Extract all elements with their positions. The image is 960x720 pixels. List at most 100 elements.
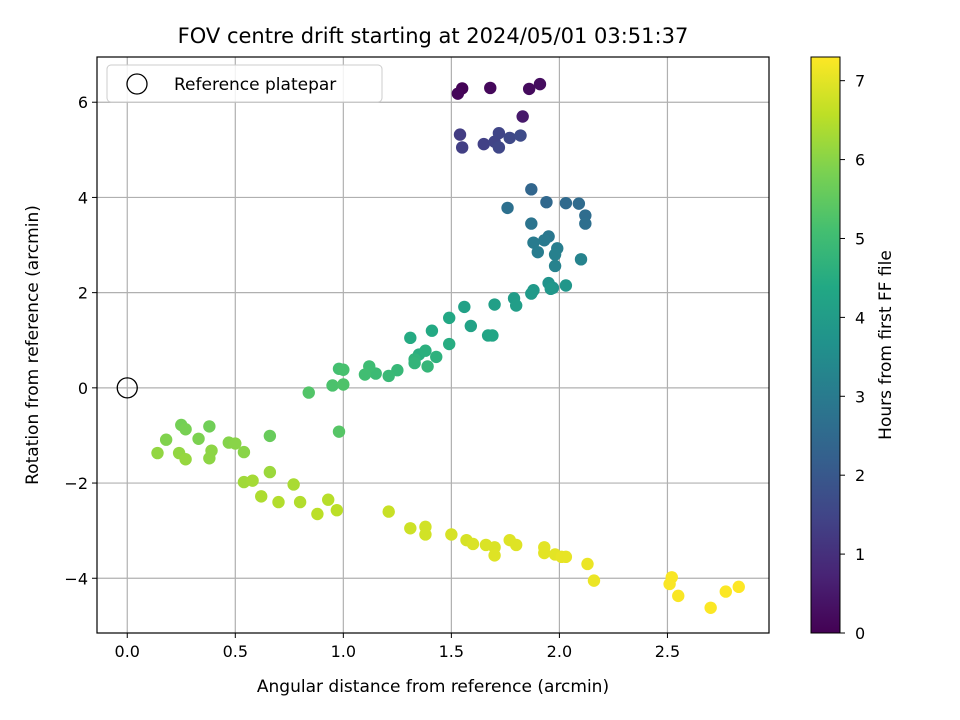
- scatter-point: [503, 131, 516, 145]
- x-tick-label: 1.0: [331, 642, 356, 661]
- scatter-point: [229, 437, 242, 450]
- scatter-point: [522, 82, 536, 96]
- scatter-point: [559, 279, 573, 292]
- chart-title: FOV centre drift starting at 2024/05/01 …: [178, 24, 689, 48]
- colorbar-tick-label: 7: [855, 72, 865, 91]
- x-axis: 0.0 0.5 1.0 1.5 2.0 2.5: [115, 633, 680, 661]
- scatter-point: [330, 503, 344, 517]
- scatter-point: [544, 282, 557, 296]
- scatter-point: [451, 87, 465, 100]
- scatter-point: [263, 429, 277, 443]
- colorbar-tick-label: 1: [855, 545, 865, 564]
- scatter-point: [151, 446, 164, 460]
- scatter-point: [501, 201, 514, 215]
- colorbar-tick-label: 6: [855, 151, 865, 170]
- scatter-point: [358, 368, 372, 381]
- scatter-point: [430, 350, 443, 364]
- scatter-point: [663, 577, 676, 591]
- x-tick-label: 2.0: [547, 642, 572, 661]
- scatter-point: [540, 195, 553, 209]
- x-tick-label: 2.5: [655, 642, 680, 661]
- scatter-point: [425, 324, 439, 337]
- y-axis: −4 −2 0 2 4 6: [64, 93, 97, 588]
- y-tick-label: 4: [78, 188, 88, 207]
- scatter-point: [455, 141, 469, 154]
- scatter-point: [531, 245, 544, 259]
- y-tick-label: −2: [64, 474, 88, 493]
- scatter-point: [484, 81, 497, 95]
- scatter-point: [408, 356, 421, 370]
- scatter-point: [453, 128, 467, 141]
- x-tick-label: 1.5: [439, 642, 464, 661]
- scatter-point: [574, 253, 588, 266]
- scatter-point: [382, 369, 395, 383]
- scatter-point: [525, 217, 538, 230]
- y-tick-label: −4: [64, 569, 88, 588]
- scatter-point: [538, 234, 551, 247]
- y-tick-label: 6: [78, 93, 88, 112]
- legend: Reference platepar: [106, 64, 383, 103]
- scatter-point: [509, 538, 523, 552]
- scatter-point: [492, 141, 506, 154]
- x-axis-label: Angular distance from reference (arcmin): [257, 677, 609, 697]
- scatter-point: [255, 490, 268, 503]
- scatter-point: [179, 423, 192, 436]
- colorbar: 0 1 2 3 4 5 6 7 Hours from first FF file: [810, 56, 896, 643]
- scatter-point: [559, 550, 573, 564]
- colorbar-tick-label: 0: [855, 624, 865, 643]
- colorbar-ticks: 0 1 2 3 4 5 6 7: [840, 72, 865, 643]
- colorbar-tick-label: 2: [855, 466, 865, 485]
- scatter-point: [527, 236, 540, 249]
- scatter-point: [337, 363, 350, 376]
- scatter-point: [263, 465, 277, 479]
- data-points: [151, 77, 745, 614]
- scatter-point: [672, 589, 685, 603]
- reference-marker-layer: [116, 377, 138, 399]
- scatter-point: [477, 137, 490, 151]
- legend-box: [106, 64, 383, 103]
- scatter-point: [443, 311, 456, 325]
- scatter-point: [514, 129, 527, 142]
- y-axis-label: Rotation from reference (arcmin): [23, 205, 43, 485]
- scatter-point: [404, 331, 417, 345]
- scatter-point: [458, 300, 471, 314]
- scatter-point: [579, 217, 592, 230]
- scatter-point: [732, 580, 745, 594]
- scatter-point: [525, 183, 538, 196]
- scatter-point: [704, 601, 717, 614]
- scatter-point: [538, 546, 551, 560]
- scatter-point: [533, 77, 547, 91]
- scatter-point: [492, 126, 506, 140]
- scatter-point: [287, 478, 300, 491]
- scatter-point: [326, 379, 339, 392]
- scatter-point: [192, 432, 205, 445]
- scatter-point: [581, 557, 594, 571]
- scatter-point: [419, 528, 432, 541]
- scatter-point: [525, 287, 538, 300]
- scatter-point: [293, 495, 307, 509]
- scatter-point: [443, 337, 456, 351]
- grid: [97, 57, 769, 633]
- scatter-point: [382, 505, 395, 518]
- scatter-point: [548, 259, 562, 273]
- scatter-point: [332, 425, 346, 438]
- scatter-point: [302, 386, 315, 399]
- scatter-point: [445, 528, 458, 541]
- scatter-point: [559, 196, 573, 210]
- scatter-point: [486, 329, 499, 342]
- scatter-point: [516, 110, 529, 123]
- x-tick-label: 0.0: [115, 642, 140, 661]
- scatter-point: [203, 420, 216, 433]
- colorbar-tick-label: 5: [855, 229, 865, 248]
- scatter-point: [203, 452, 216, 465]
- scatter-point: [246, 474, 259, 487]
- colorbar-tick-label: 3: [855, 387, 865, 406]
- scatter-point: [421, 360, 434, 373]
- scatter-point: [419, 344, 432, 357]
- scatter-point: [464, 319, 478, 333]
- scatter-point: [548, 248, 562, 261]
- legend-marker-icon: [126, 73, 148, 95]
- plot-area-frame: [96, 56, 770, 634]
- scatter-point: [587, 574, 601, 587]
